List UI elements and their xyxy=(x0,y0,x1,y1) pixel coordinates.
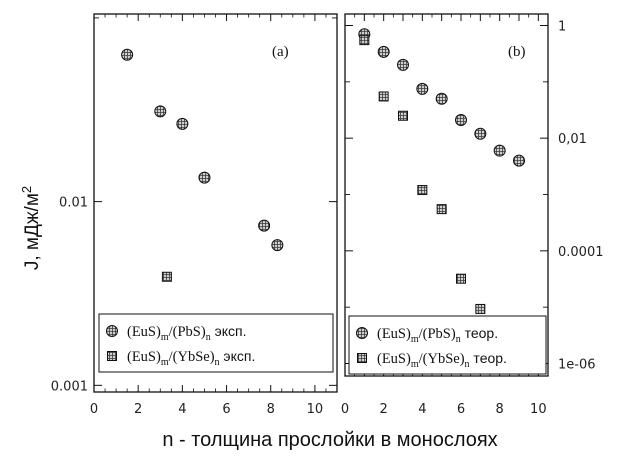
circle-point xyxy=(416,82,429,95)
legend-sub-n: n xyxy=(215,357,220,368)
y-axis-label-text: J, мДж/м xyxy=(22,193,43,270)
y-tick-label: 0.0001 xyxy=(558,245,604,260)
square-point xyxy=(398,110,408,121)
circle-point xyxy=(121,48,134,61)
x-tick-label: 4 xyxy=(178,402,186,417)
circle-point xyxy=(493,144,506,157)
panel-a-marks xyxy=(121,48,320,349)
x-tick-label: 0 xyxy=(90,402,98,417)
legend-mid: /(PbS) xyxy=(169,324,206,340)
legend-sub-m: m xyxy=(161,332,169,343)
legend-box xyxy=(348,315,547,375)
legend-prefix: (EuS) xyxy=(127,324,161,340)
legend-sub-n: n xyxy=(456,334,461,345)
legend-entry: (EuS)m/(YbSe)n теор. xyxy=(377,350,507,370)
square-point xyxy=(456,273,466,284)
panel-a-ticks: 0 2 4 6 8 10 0.01 0.001 xyxy=(51,14,338,417)
circle-point xyxy=(455,114,467,127)
y-tick-label: 1e-06 xyxy=(558,358,596,373)
circle-point xyxy=(176,117,189,130)
panel-a-label: (a) xyxy=(272,44,289,60)
y-tick-label: 0.01 xyxy=(59,196,88,211)
x-tick-label: 8 xyxy=(267,402,275,417)
panel-b-legend: (EuS)m/(PbS)n теор.(EuS)m/(YbSe)n теор. xyxy=(348,315,547,375)
y-tick-label: 1 xyxy=(558,19,566,34)
legend-box xyxy=(98,313,334,373)
legend-mid: /(PbS) xyxy=(419,326,456,342)
legend-sub-m: m xyxy=(411,334,419,345)
x-axis-label: n - толщина прослойки в монослоях xyxy=(162,429,497,451)
legend-square-marker xyxy=(357,353,367,363)
legend-square-marker xyxy=(107,351,117,361)
square-point xyxy=(161,271,172,282)
panel-a-legend: (EuS)m/(PbS)n эксп.(EuS)m/(YbSe)n эксп. xyxy=(98,313,334,373)
panel-b-marks xyxy=(358,28,525,314)
panel-a: 0 2 4 6 8 100.010.001 (a) (EuS)m/(PbS)n эксп.… xyxy=(51,13,338,417)
legend-sub-m: m xyxy=(161,357,169,368)
x-tick-label: 10 xyxy=(307,402,324,417)
circle-point xyxy=(154,105,167,118)
x-tick-label: 6 xyxy=(457,402,465,417)
circle-point xyxy=(435,92,448,105)
legend-prefix: (EuS) xyxy=(127,349,161,365)
legend-circle-marker xyxy=(356,327,368,339)
panel-b-frame xyxy=(344,13,549,377)
legend-prefix: (EuS) xyxy=(377,326,411,342)
square-point xyxy=(378,91,389,102)
legend-prefix: (EuS) xyxy=(377,351,411,367)
circle-point xyxy=(513,154,525,167)
x-tick-label: 6 xyxy=(222,402,230,417)
square-point xyxy=(359,35,370,46)
legend-suffix: теор. xyxy=(461,325,498,341)
legend-suffix: теор. xyxy=(470,350,507,366)
x-tick-label: 8 xyxy=(496,402,504,417)
legend-mid: /(YbSe) xyxy=(419,351,465,367)
x-tick-label: 4 xyxy=(418,402,426,417)
legend-mid: /(YbSe) xyxy=(169,349,215,365)
y-tick-label: 0.001 xyxy=(51,379,88,394)
x-tick-label: 0 xyxy=(341,402,349,417)
circle-point xyxy=(377,45,390,58)
circle-point xyxy=(397,58,409,71)
legend-sub-n: n xyxy=(206,332,211,343)
y-axis-label: J, мДж/м2 xyxy=(19,186,43,270)
legend-suffix: эксп. xyxy=(211,323,247,339)
legend-suffix: эксп. xyxy=(220,348,256,364)
x-tick-label: 2 xyxy=(380,402,388,417)
legend-entry: (EuS)m/(PbS)n эксп. xyxy=(127,323,247,343)
x-tick-label: 2 xyxy=(134,402,142,417)
legend-sub-m: m xyxy=(411,359,419,370)
legend-entry: (EuS)m/(PbS)n теор. xyxy=(377,325,498,345)
panel-b-label: (b) xyxy=(508,44,526,60)
x-tick-label: 10 xyxy=(530,402,547,417)
square-point xyxy=(417,185,428,196)
y-axis-label-sup: 2 xyxy=(19,186,34,193)
circle-point xyxy=(271,239,284,252)
legend-entry: (EuS)m/(YbSe)n эксп. xyxy=(127,348,255,368)
circle-point xyxy=(198,171,211,184)
y-tick-label: 0,01 xyxy=(558,132,587,147)
circle-point xyxy=(258,219,271,232)
square-point xyxy=(436,204,447,215)
legend-circle-marker xyxy=(106,325,118,337)
circle-point xyxy=(474,127,487,140)
square-point xyxy=(475,303,486,314)
legend-sub-n: n xyxy=(465,359,470,370)
